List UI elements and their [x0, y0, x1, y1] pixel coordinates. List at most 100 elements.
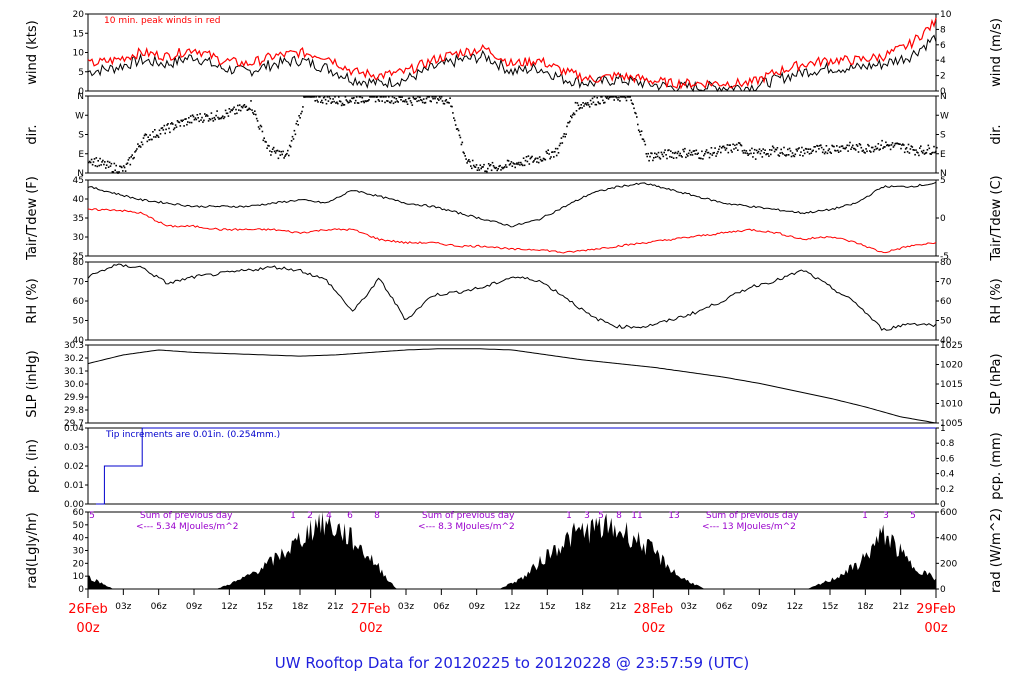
- dir-point: [521, 164, 524, 167]
- dir-point: [785, 155, 787, 157]
- dir-point: [200, 119, 202, 121]
- dir-point: [919, 147, 921, 149]
- y-tick-label: 2: [940, 72, 946, 82]
- dir-point: [473, 165, 476, 168]
- dir-point: [544, 158, 547, 161]
- dir-point: [411, 104, 414, 106]
- dir-point: [351, 97, 353, 99]
- y-tick-label: 8: [940, 25, 946, 35]
- y-label-right: wind (m/s): [989, 18, 1004, 87]
- dir-point: [637, 123, 639, 126]
- y-tick-label: 70: [940, 278, 952, 288]
- dir-point: [517, 163, 519, 166]
- dir-point: [369, 96, 371, 98]
- dir-point: [138, 145, 140, 148]
- dir-point: [484, 170, 486, 173]
- dir-point: [908, 152, 911, 154]
- dir-point: [185, 118, 187, 120]
- y-tick-label: 60: [73, 508, 85, 518]
- dir-point: [663, 151, 665, 154]
- dir-point: [548, 153, 550, 155]
- panel-frame: [87, 261, 937, 341]
- dir-point: [115, 164, 117, 167]
- y-tick-label: 0.04: [64, 424, 84, 434]
- dir-point: [665, 154, 667, 156]
- dir-point: [428, 96, 431, 98]
- dir-point: [429, 100, 432, 102]
- dir-point: [88, 160, 91, 163]
- dir-point: [678, 154, 681, 157]
- dir-point: [796, 150, 798, 152]
- y-label-right: SLP (hPa): [989, 353, 1004, 414]
- dir-point: [736, 143, 738, 146]
- dir-point: [471, 159, 474, 162]
- dir-point: [779, 152, 781, 154]
- dir-point: [865, 148, 867, 150]
- x-tick-label: 21z: [610, 602, 626, 612]
- dir-point: [499, 164, 501, 167]
- dir-point: [829, 151, 831, 153]
- dir-point: [273, 150, 276, 153]
- dir-point: [625, 99, 628, 102]
- dir-point: [342, 104, 345, 106]
- y-tick-label: 0: [78, 585, 84, 595]
- dir-point: [137, 143, 139, 145]
- dir-point: [204, 113, 206, 115]
- dir-point: [147, 136, 149, 138]
- dir-point: [708, 156, 711, 159]
- dir-point: [181, 120, 183, 122]
- dir-point: [744, 152, 747, 154]
- y-tick-label: 29.9: [64, 393, 84, 403]
- rad-annotation: Sum of previous day: [706, 511, 799, 521]
- dir-point: [378, 100, 381, 102]
- dir-point: [929, 153, 931, 155]
- dir-point: [155, 134, 158, 136]
- dir-point: [755, 149, 758, 152]
- dir-point: [118, 171, 120, 173]
- dir-point: [276, 149, 279, 152]
- panel-annotation: 10 min. peak winds in red: [104, 16, 221, 26]
- dir-point: [802, 155, 804, 157]
- dir-point: [220, 117, 222, 120]
- y-label-left: SLP (inHg): [25, 350, 40, 418]
- dir-point: [211, 117, 214, 120]
- dir-point: [698, 157, 700, 159]
- dir-point: [368, 99, 370, 101]
- dir-point: [394, 101, 397, 103]
- dir-point: [611, 96, 614, 98]
- dir-point: [790, 155, 793, 158]
- panel-temp: Tair/Tdew (F) Tair/Tdew (C) 25 30 35 40 45 -5 0 5: [25, 175, 1004, 262]
- dir-point: [312, 96, 315, 98]
- dir-point: [927, 144, 930, 147]
- dir-point: [563, 133, 565, 135]
- sunshine-hour-label: 1: [566, 511, 572, 521]
- dir-point: [111, 171, 114, 173]
- dir-point: [932, 151, 934, 154]
- dir-point: [817, 145, 819, 147]
- dir-point: [602, 99, 604, 102]
- dir-point: [685, 156, 687, 159]
- dir-point: [136, 148, 138, 150]
- dir-point: [694, 153, 697, 155]
- dir-point: [295, 122, 298, 125]
- dir-point: [547, 149, 549, 151]
- dir-point: [186, 123, 188, 126]
- dir-point: [407, 97, 410, 100]
- y-tick-label: 400: [940, 534, 957, 544]
- dir-point: [542, 157, 545, 160]
- dir-point: [728, 144, 731, 146]
- dir-point: [182, 119, 184, 121]
- dir-point: [138, 145, 141, 147]
- dir-point: [308, 96, 311, 98]
- sunshine-hour-label: 5: [910, 511, 916, 521]
- dir-point: [475, 164, 478, 166]
- rad-annotation-sum: <--- 8.3 MJoules/m^2: [418, 522, 515, 532]
- y-tick-label: 0.00: [64, 500, 84, 510]
- dir-point: [711, 154, 714, 156]
- dir-point: [920, 150, 923, 153]
- dir-point: [193, 118, 196, 121]
- dir-point: [421, 99, 423, 102]
- dir-point: [759, 152, 762, 155]
- y-tick-label: 5: [940, 176, 946, 186]
- dir-point: [454, 124, 457, 126]
